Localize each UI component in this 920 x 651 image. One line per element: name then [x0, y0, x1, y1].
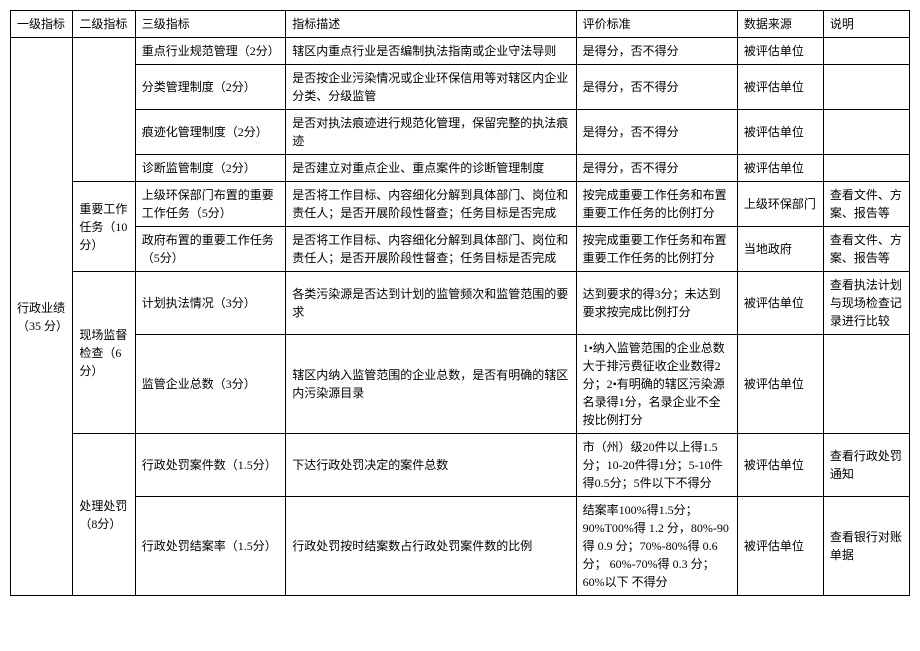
source-cell: 被评估单位: [737, 497, 823, 596]
table-row: 重要工作任务（10分）上级环保部门布置的重要工作任务（5分）是否将工作目标、内容…: [11, 182, 910, 227]
desc-cell: 是否将工作目标、内容细化分解到具体部门、岗位和责任人；是否开展阶段性督查；任务目…: [286, 227, 576, 272]
l3-cell: 计划执法情况（3分）: [135, 272, 286, 335]
criteria-cell: 是得分，否不得分: [576, 110, 737, 155]
header-source: 数据来源: [737, 11, 823, 38]
table-header-row: 一级指标二级指标三级指标指标描述评价标准数据来源说明: [11, 11, 910, 38]
criteria-cell: 是得分，否不得分: [576, 38, 737, 65]
note-cell: [823, 155, 909, 182]
table-row: 行政处罚结案率（1.5分）行政处罚按时结案数占行政处罚案件数的比例结案率100%…: [11, 497, 910, 596]
l2-cell: 重要工作任务（10分）: [73, 182, 135, 272]
header-note: 说明: [823, 11, 909, 38]
source-cell: 被评估单位: [737, 335, 823, 434]
table-row: 痕迹化管理制度（2分）是否对执法痕迹进行规范化管理，保留完整的执法痕迹是得分，否…: [11, 110, 910, 155]
note-cell: [823, 110, 909, 155]
header-desc: 指标描述: [286, 11, 576, 38]
source-cell: 被评估单位: [737, 155, 823, 182]
table-row: 政府布置的重要工作任务（5分）是否将工作目标、内容细化分解到具体部门、岗位和责任…: [11, 227, 910, 272]
note-cell: [823, 335, 909, 434]
l3-cell: 分类管理制度（2分）: [135, 65, 286, 110]
source-cell: 当地政府: [737, 227, 823, 272]
source-cell: 上级环保部门: [737, 182, 823, 227]
source-cell: 被评估单位: [737, 272, 823, 335]
l3-cell: 行政处罚案件数（1.5分）: [135, 434, 286, 497]
desc-cell: 行政处罚按时结案数占行政处罚案件数的比例: [286, 497, 576, 596]
l3-cell: 重点行业规范管理（2分）: [135, 38, 286, 65]
desc-cell: 下达行政处罚决定的案件总数: [286, 434, 576, 497]
criteria-cell: 1•纳入监管范围的企业总数大于排污费征收企业数得2分；2•有明确的辖区污染源名录…: [576, 335, 737, 434]
header-l2: 二级指标: [73, 11, 135, 38]
header-criteria: 评价标准: [576, 11, 737, 38]
table-row: 现场监督检查（6分）计划执法情况（3分）各类污染源是否达到计划的监管频次和监管范…: [11, 272, 910, 335]
l3-cell: 政府布置的重要工作任务（5分）: [135, 227, 286, 272]
criteria-cell: 是得分，否不得分: [576, 65, 737, 110]
criteria-cell: 市（州）级20件以上得1.5分；10-20件得1分；5-10件得0.5分；5件以…: [576, 434, 737, 497]
l3-cell: 监管企业总数（3分）: [135, 335, 286, 434]
desc-cell: 是否对执法痕迹进行规范化管理，保留完整的执法痕迹: [286, 110, 576, 155]
note-cell: 查看行政处罚通知: [823, 434, 909, 497]
table-row: 处理处罚（8分）行政处罚案件数（1.5分）下达行政处罚决定的案件总数市（州）级2…: [11, 434, 910, 497]
source-cell: 被评估单位: [737, 434, 823, 497]
note-cell: 查看文件、方案、报告等: [823, 227, 909, 272]
table-row: 行政业绩（35 分）重点行业规范管理（2分）辖区内重点行业是否编制执法指南或企业…: [11, 38, 910, 65]
note-cell: 查看文件、方案、报告等: [823, 182, 909, 227]
note-cell: 查看银行对账单据: [823, 497, 909, 596]
l2-cell: [73, 38, 135, 182]
source-cell: 被评估单位: [737, 110, 823, 155]
note-cell: [823, 38, 909, 65]
source-cell: 被评估单位: [737, 38, 823, 65]
header-l1: 一级指标: [11, 11, 73, 38]
l3-cell: 上级环保部门布置的重要工作任务（5分）: [135, 182, 286, 227]
l1-cell: 行政业绩（35 分）: [11, 38, 73, 596]
criteria-cell: 结案率100%得1.5分；90%T00%得 1.2 分，80%-90得 0.9 …: [576, 497, 737, 596]
l3-cell: 痕迹化管理制度（2分）: [135, 110, 286, 155]
desc-cell: 各类污染源是否达到计划的监管频次和监管范围的要求: [286, 272, 576, 335]
l2-cell: 现场监督检查（6分）: [73, 272, 135, 434]
note-cell: 查看执法计划与现场检查记录进行比较: [823, 272, 909, 335]
criteria-cell: 达到要求的得3分；未达到要求按完成比例打分: [576, 272, 737, 335]
l3-cell: 诊断监管制度（2分）: [135, 155, 286, 182]
table-row: 诊断监管制度（2分）是否建立对重点企业、重点案件的诊断管理制度是得分，否不得分被…: [11, 155, 910, 182]
desc-cell: 是否按企业污染情况或企业环保信用等对辖区内企业分类、分级监管: [286, 65, 576, 110]
desc-cell: 辖区内重点行业是否编制执法指南或企业守法导则: [286, 38, 576, 65]
indicator-table: 一级指标二级指标三级指标指标描述评价标准数据来源说明行政业绩（35 分）重点行业…: [10, 10, 910, 596]
l3-cell: 行政处罚结案率（1.5分）: [135, 497, 286, 596]
criteria-cell: 按完成重要工作任务和布置重要工作任务的比例打分: [576, 227, 737, 272]
desc-cell: 是否将工作目标、内容细化分解到具体部门、岗位和责任人；是否开展阶段性督查；任务目…: [286, 182, 576, 227]
criteria-cell: 按完成重要工作任务和布置重要工作任务的比例打分: [576, 182, 737, 227]
note-cell: [823, 65, 909, 110]
source-cell: 被评估单位: [737, 65, 823, 110]
desc-cell: 是否建立对重点企业、重点案件的诊断管理制度: [286, 155, 576, 182]
criteria-cell: 是得分，否不得分: [576, 155, 737, 182]
l2-cell: 处理处罚（8分）: [73, 434, 135, 596]
table-row: 分类管理制度（2分）是否按企业污染情况或企业环保信用等对辖区内企业分类、分级监管…: [11, 65, 910, 110]
table-row: 监管企业总数（3分）辖区内纳入监管范围的企业总数，是否有明确的辖区内污染源目录1…: [11, 335, 910, 434]
header-l3: 三级指标: [135, 11, 286, 38]
desc-cell: 辖区内纳入监管范围的企业总数，是否有明确的辖区内污染源目录: [286, 335, 576, 434]
